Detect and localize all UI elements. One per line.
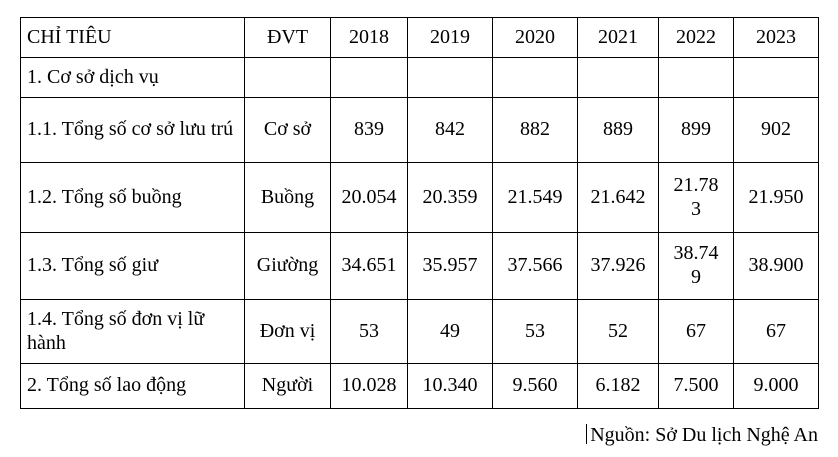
value-cell: 35.957 [407,232,493,300]
table-row-travel-agencies: 1.4. Tổng số đơn vị lữ hành Đơn vị 53 49… [20,299,819,364]
tourism-statistics-table: CHỈ TIÊU ĐVT 2018 2019 2020 2021 2022 20… [20,17,819,409]
row-label: 1.4. Tổng số đơn vị lữ hành [20,299,245,364]
unit-cell: Người [244,363,331,409]
row-label: 1. Cơ sở dịch vụ [20,57,245,98]
value-cell: 7.500 [658,363,734,409]
unit-cell: Buồng [244,162,331,233]
value-cell: 37.566 [492,232,578,300]
text-cursor-mark [586,424,588,444]
value-cell: 21.78 3 [658,162,734,233]
value-cell [492,57,578,98]
value-cell: 902 [733,97,819,163]
value-cell: 20.054 [330,162,408,233]
unit-cell [244,57,331,98]
value-cell: 38.900 [733,232,819,300]
column-header-dvt: ĐVT [244,17,331,58]
table-row-accommodation: 1.1. Tổng số cơ sở lưu trú Cơ sở 839 842… [20,97,819,163]
unit-cell: Giường [244,232,331,300]
value-cell: 882 [492,97,578,163]
value-cell: 839 [330,97,408,163]
value-cell: 10.340 [407,363,493,409]
column-header-2022: 2022 [658,17,734,58]
value-cell [577,57,659,98]
row-label: 1.1. Tổng số cơ sở lưu trú [20,97,245,163]
value-cell: 53 [492,299,578,364]
value-cell [407,57,493,98]
source-note: Nguồn: Sở Du lịch Nghệ An [586,424,818,447]
row-label: 1.3. Tổng số giư [20,232,245,300]
value-cell: 38.74 9 [658,232,734,300]
value-cell: 52 [577,299,659,364]
column-header-2021: 2021 [577,17,659,58]
table-row-service-facilities: 1. Cơ sở dịch vụ [20,57,819,98]
unit-cell: Đơn vị [244,299,331,364]
value-cell: 53 [330,299,408,364]
value-cell: 67 [733,299,819,364]
column-header-chi-tieu: CHỈ TIÊU [20,17,245,58]
value-cell: 20.359 [407,162,493,233]
table-row-rooms: 1.2. Tổng số buồng Buồng 20.054 20.359 2… [20,162,819,233]
column-header-2020: 2020 [492,17,578,58]
value-cell: 842 [407,97,493,163]
column-header-2018: 2018 [330,17,408,58]
unit-cell: Cơ sở [244,97,331,163]
table-row-total-workers: 2. Tổng số lao động Người 10.028 10.340 … [20,363,819,409]
value-cell: 21.642 [577,162,659,233]
value-cell [658,57,734,98]
table-row-beds: 1.3. Tổng số giư Giường 34.651 35.957 37… [20,232,819,300]
column-header-2019: 2019 [407,17,493,58]
value-cell: 9.000 [733,363,819,409]
value-cell: 9.560 [492,363,578,409]
value-cell: 899 [658,97,734,163]
value-cell: 6.182 [577,363,659,409]
row-label: 1.2. Tổng số buồng [20,162,245,233]
value-cell: 889 [577,97,659,163]
row-label: 2. Tổng số lao động [20,363,245,409]
value-cell: 34.651 [330,232,408,300]
table-header-row: CHỈ TIÊU ĐVT 2018 2019 2020 2021 2022 20… [20,17,819,58]
value-cell: 10.028 [330,363,408,409]
value-cell: 21.549 [492,162,578,233]
value-cell: 67 [658,299,734,364]
value-cell [733,57,819,98]
value-cell: 37.926 [577,232,659,300]
column-header-2023: 2023 [733,17,819,58]
value-cell [330,57,408,98]
value-cell: 49 [407,299,493,364]
source-note-text: Nguồn: Sở Du lịch Nghệ An [590,424,818,446]
value-cell: 21.950 [733,162,819,233]
